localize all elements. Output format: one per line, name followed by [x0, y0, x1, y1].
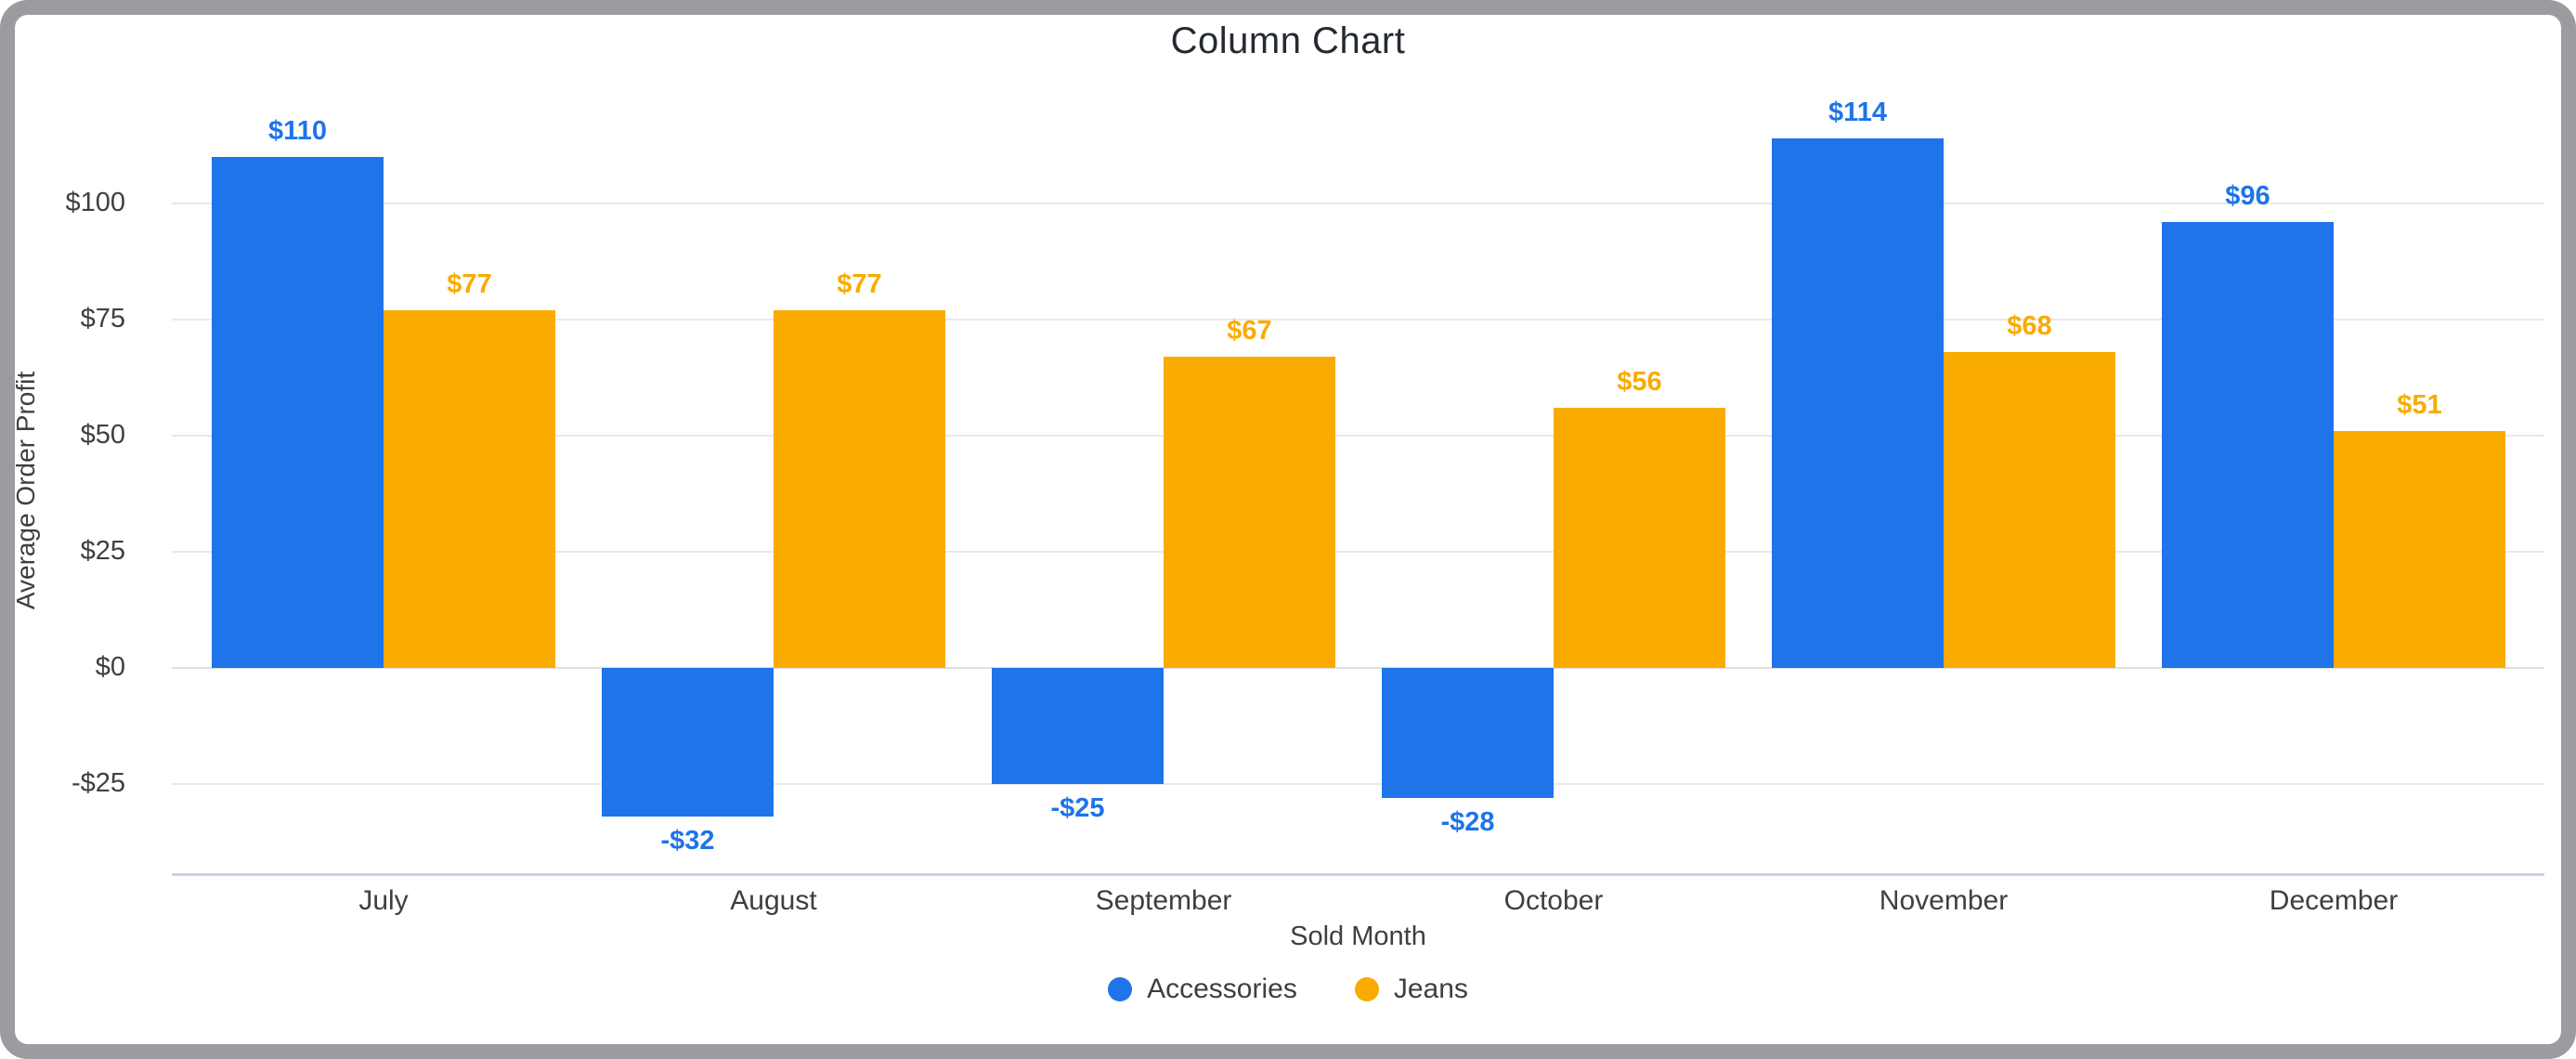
bar-value-label: -$28: [1440, 807, 1495, 837]
legend-dot-icon: [1108, 977, 1133, 1001]
bar-value-label: $56: [1617, 367, 1662, 397]
gridline: [172, 203, 2544, 204]
bar-value-label: -$32: [660, 826, 715, 856]
bar-jeans-december[interactable]: [2334, 431, 2505, 668]
y-tick-label: -$25: [71, 768, 125, 798]
plot-area: $110 -$32 -$25 -$28 $114 $96 $77 $77 $67 $56 $68 $5…: [172, 98, 2544, 876]
x-axis-label-july: July: [358, 885, 409, 916]
y-tick-label: $0: [95, 652, 125, 682]
bar-accessories-december[interactable]: [2162, 222, 2334, 668]
gridline: [172, 435, 2544, 437]
bar-value-label: -$25: [1050, 793, 1105, 823]
y-tick-label: $100: [65, 188, 125, 217]
x-axis-label-november: November: [1879, 885, 2009, 916]
bar-value-label: $114: [1828, 98, 1887, 127]
bar-value-label: $110: [268, 116, 327, 146]
legend-item-accessories[interactable]: Accessories: [1108, 974, 1297, 1005]
bar-accessories-september[interactable]: [992, 668, 1164, 784]
bar-accessories-october[interactable]: [1382, 668, 1554, 798]
bar-accessories-august[interactable]: [602, 668, 774, 817]
gridline: [172, 551, 2544, 553]
zero-gridline: [172, 667, 2544, 669]
y-axis-title: Average Order Profit: [11, 371, 40, 610]
legend-item-jeans[interactable]: Jeans: [1354, 974, 1468, 1005]
gridline: [172, 783, 2544, 785]
bar-value-label: $96: [2225, 181, 2270, 211]
legend: Accessories Jeans: [0, 974, 2576, 1005]
x-axis-label-august: August: [730, 885, 817, 916]
bar-value-label: $68: [2007, 311, 2052, 341]
bar-value-label: $51: [2397, 390, 2442, 420]
bar-value-label: $67: [1227, 316, 1272, 346]
y-tick-label: $50: [80, 420, 125, 450]
gridline: [172, 319, 2544, 320]
bar-value-label: $77: [837, 269, 882, 299]
chart-title: Column Chart: [1170, 20, 1406, 61]
x-axis-label-september: September: [1095, 885, 1232, 916]
bar-accessories-november[interactable]: [1772, 138, 1944, 668]
legend-label: Jeans: [1393, 974, 1468, 1004]
bar-jeans-october[interactable]: [1554, 408, 1725, 668]
y-tick-label: $75: [80, 304, 125, 333]
legend-label: Accessories: [1147, 974, 1297, 1004]
x-axis-title: Sold Month: [1290, 922, 1426, 951]
bar-value-label: $77: [447, 269, 492, 299]
bar-accessories-july[interactable]: [212, 157, 384, 668]
x-axis-label-december: December: [2269, 885, 2399, 916]
bar-jeans-september[interactable]: [1164, 357, 1335, 668]
bar-jeans-august[interactable]: [774, 310, 945, 668]
bar-jeans-november[interactable]: [1944, 352, 2115, 668]
x-axis-label-october: October: [1503, 885, 1604, 916]
y-tick-label: $25: [80, 536, 125, 566]
legend-dot-icon: [1354, 977, 1379, 1001]
bar-jeans-july[interactable]: [384, 310, 555, 668]
